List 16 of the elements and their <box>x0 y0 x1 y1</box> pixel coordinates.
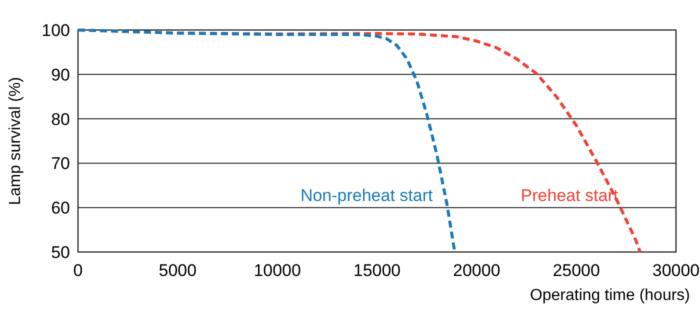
y-tick-label: 70 <box>51 154 70 174</box>
x-tick-label: 5000 <box>158 261 197 280</box>
y-tick-label: 80 <box>51 110 70 129</box>
y-tick-label: 50 <box>51 242 70 262</box>
x-tick-label: 15000 <box>353 261 401 280</box>
y-tick-label: 100 <box>42 20 70 40</box>
x-axis-title: Operating time (hours) <box>530 287 690 304</box>
x-tick-label: 0 <box>73 261 83 280</box>
x-tick-label: 30000 <box>652 261 700 280</box>
series-label: Non-preheat start <box>300 186 434 205</box>
y-tick-label: 90 <box>51 65 70 84</box>
y-tick-label: 60 <box>51 198 70 218</box>
x-tick-label: 10000 <box>254 261 301 280</box>
x-tick-label: 25000 <box>552 261 600 280</box>
x-tick-label: 20000 <box>453 261 500 280</box>
y-axis-title: Lamp survival (%) <box>7 76 24 206</box>
